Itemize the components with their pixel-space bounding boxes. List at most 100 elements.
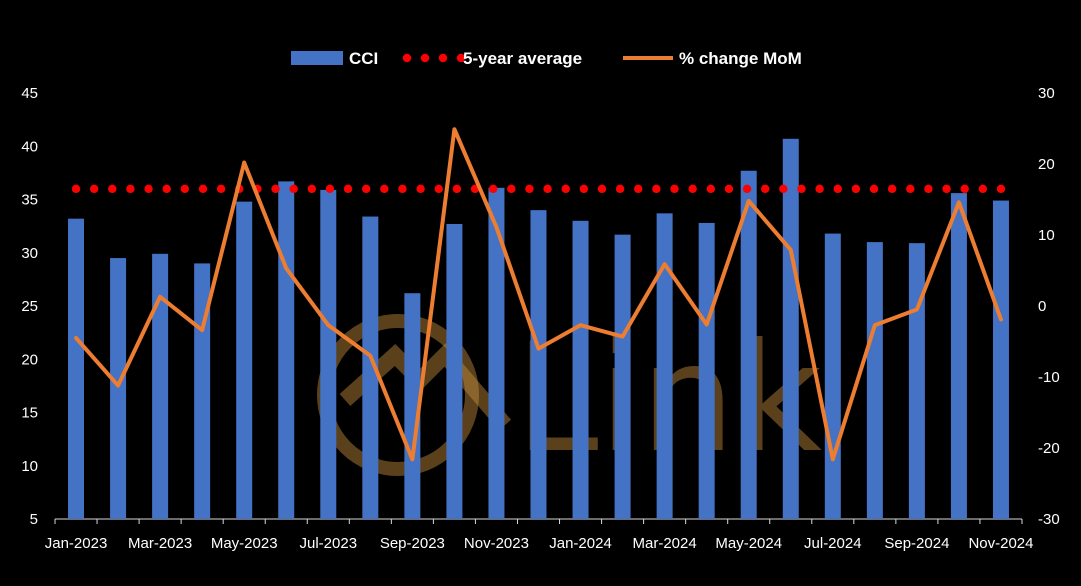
five-year-average-dot — [942, 184, 951, 194]
x-tick-label: May-2024 — [715, 535, 782, 552]
five-year-average-dot — [325, 184, 335, 194]
cci-bar — [824, 233, 841, 519]
y-left-tick-label: 25 — [21, 298, 38, 315]
five-year-average-dots — [71, 184, 1006, 194]
five-year-average-dot — [833, 184, 842, 194]
five-year-average-dot — [779, 184, 788, 194]
five-year-average-dot — [906, 184, 915, 194]
cci-bar — [404, 293, 421, 519]
y-left-tick-label: 10 — [21, 458, 38, 475]
y-right-tick-label: 10 — [1038, 227, 1055, 244]
cci-bar — [950, 193, 967, 520]
five-year-average-dot — [561, 184, 570, 194]
five-year-average-dot — [380, 184, 389, 194]
five-year-average-dot — [996, 184, 1006, 194]
five-year-average-dot — [416, 184, 425, 194]
five-year-average-dot — [507, 184, 516, 194]
x-tick-label: Jan-2024 — [549, 535, 612, 552]
legend-average-dot — [438, 53, 448, 63]
legend: CCI 5-year average % change MoM — [291, 49, 802, 68]
x-tick-label: Nov-2023 — [464, 535, 529, 552]
x-tick-label: Jan-2023 — [45, 535, 108, 552]
five-year-average-dot — [634, 184, 643, 194]
five-year-average-dot — [271, 184, 280, 194]
y-right-tick-label: 30 — [1038, 85, 1055, 102]
cci-bar — [908, 243, 925, 520]
five-year-average-dot — [144, 184, 153, 194]
cci-bar — [656, 213, 673, 519]
y-left-tick-label: 30 — [21, 245, 38, 262]
x-tick-label: Mar-2023 — [128, 535, 192, 552]
cci-bar — [488, 187, 505, 519]
five-year-average-dot — [543, 184, 552, 194]
y-right-tick-label: -30 — [1038, 511, 1060, 528]
y-left-tick-label: 40 — [21, 138, 38, 155]
legend-cci-label: CCI — [349, 49, 378, 68]
cci-bar — [278, 181, 295, 519]
x-tick-label: Sep-2024 — [884, 535, 949, 552]
cci-bar — [572, 220, 589, 520]
five-year-average-dot — [924, 184, 933, 194]
cci-bar — [866, 242, 883, 519]
y-left-tick-label: 5 — [30, 511, 38, 528]
y-right-tick-label: -10 — [1038, 369, 1060, 386]
five-year-average-dot — [525, 184, 534, 194]
five-year-average-dot — [579, 184, 589, 194]
five-year-average-dot — [615, 184, 625, 194]
cci-bar — [530, 210, 547, 519]
y-right-tick-label: 20 — [1038, 156, 1055, 173]
y-right-tick-label: 0 — [1038, 298, 1046, 315]
five-year-average-dot — [851, 184, 861, 194]
cci-bar — [614, 234, 631, 519]
five-year-average-dot — [706, 184, 715, 194]
five-year-average-dot — [761, 184, 770, 194]
cci-bar — [320, 189, 337, 520]
five-year-average-dot — [869, 184, 879, 194]
y-left-tick-label: 15 — [21, 405, 38, 422]
cci-bar — [782, 138, 799, 520]
cci-bar — [698, 222, 715, 519]
x-tick-label: May-2023 — [211, 535, 278, 552]
x-tick-label: Mar-2024 — [633, 535, 697, 552]
mom-change-line — [74, 127, 1003, 462]
x-tick-label: Sep-2023 — [380, 535, 445, 552]
legend-average-label: 5-year average — [463, 49, 582, 68]
cci-bar — [446, 223, 463, 519]
five-year-average-dot — [488, 184, 498, 194]
y-left-tick-label: 45 — [21, 85, 38, 102]
cci-bar — [68, 218, 85, 520]
five-year-average-dot — [960, 184, 969, 194]
axes: 5 10 15 20 25 30 35 40 45 -30 -20 -10 0 10 20 30 Jan-202… — [21, 85, 1059, 552]
legend-average-dot — [456, 53, 466, 63]
legend-mom-label: % change MoM — [679, 49, 802, 68]
five-year-average-dot — [289, 184, 298, 194]
y-right-tick-label: -20 — [1038, 440, 1060, 457]
five-year-average-dot — [742, 184, 752, 194]
five-year-average-dot — [597, 184, 607, 194]
five-year-average-dot — [108, 184, 117, 194]
y-left-tick-label: 35 — [21, 192, 38, 209]
five-year-average-dot — [307, 184, 316, 194]
five-year-average-dot — [887, 184, 897, 194]
cci-bar — [110, 258, 127, 519]
legend-cci-swatch — [291, 51, 343, 65]
five-year-average-dot — [162, 184, 171, 194]
five-year-average-dot — [126, 184, 135, 194]
x-tick-label: Nov-2024 — [968, 535, 1033, 552]
five-year-average-dot — [180, 184, 190, 194]
legend-average-dot — [402, 53, 412, 63]
y-left-tick-label: 20 — [21, 351, 38, 368]
cci-bar — [740, 170, 757, 519]
legend-average-dot — [420, 53, 430, 63]
x-tick-label: Jul-2024 — [804, 535, 862, 552]
five-year-average-dot — [71, 184, 81, 194]
five-year-average-dot — [978, 184, 988, 194]
five-year-average-dot — [343, 184, 353, 194]
five-year-average-dot — [688, 184, 697, 194]
five-year-average-dot — [398, 184, 407, 194]
five-year-average-dot — [724, 184, 734, 194]
five-year-average-dot — [815, 184, 824, 194]
five-year-average-dot — [452, 184, 462, 194]
five-year-average-dot — [89, 184, 99, 194]
